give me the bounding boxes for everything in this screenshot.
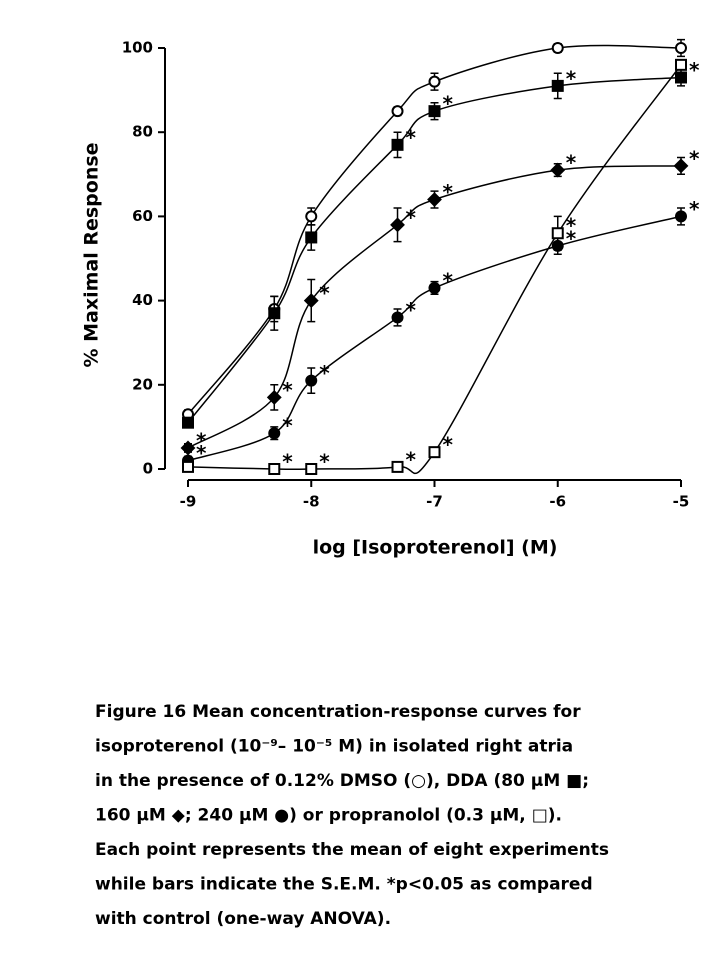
point [428,446,441,459]
point [390,217,405,233]
significance-mark: * [689,146,700,170]
y-tick-label: 60 [132,207,153,225]
point [182,416,194,429]
significance-mark: * [196,441,207,465]
significance-mark: * [406,298,417,322]
significance-mark: * [566,226,577,250]
significance-mark: * [196,428,207,452]
significance-mark: * [566,214,577,238]
y-axis-label: % Maximal Response [81,142,103,367]
significance-mark: * [443,433,454,457]
significance-mark: * [282,378,293,402]
significance-mark: * [406,447,417,471]
significance-mark: * [319,281,330,305]
point [391,460,404,473]
point [391,311,404,324]
point [673,158,689,174]
point [675,71,687,84]
significance-mark: * [689,197,700,221]
point [268,307,281,320]
point [551,79,564,92]
point [428,281,441,294]
point [391,105,404,118]
significance-mark: * [282,414,293,438]
significance-mark: * [319,361,330,385]
y-tick-label: 20 [132,375,153,393]
point [675,42,687,54]
significance-mark: * [319,450,330,474]
point [305,374,318,387]
y-tick-label: 100 [122,39,153,57]
point [675,58,687,71]
significance-mark: * [443,180,454,204]
y-tick-label: 0 [143,460,153,478]
point [428,75,441,88]
point [303,293,319,309]
point [550,162,566,178]
caption-line: Each point represents the mean of eight … [95,840,609,860]
x-tick-label: -7 [426,493,443,511]
y-tick-label: 40 [132,291,153,309]
point [305,210,318,223]
significance-mark: * [689,58,700,82]
point [266,390,282,405]
point [268,427,281,440]
significance-mark: * [282,450,293,474]
significance-mark: * [566,151,577,175]
caption-line: while bars indicate the S.E.M. *p<0.05 a… [95,875,593,895]
point [551,42,564,54]
x-tick-label: -6 [549,493,566,511]
caption-line: 160 µM ◆; 240 µM ●) or propranolol (0.3 … [95,806,562,826]
x-axis-label: log [Isoproterenol] (M) [313,537,558,559]
curve [187,44,682,415]
point [675,210,687,223]
point [551,227,564,240]
point [427,192,442,207]
x-tick-label: -8 [303,493,320,511]
point [391,138,404,151]
point [180,440,196,456]
significance-mark: * [406,205,417,229]
caption-line: with control (one-way ANOVA). [95,909,391,929]
significance-mark: * [566,66,577,90]
caption-line: Figure 16 Mean concentration-response cu… [95,702,581,722]
point [428,105,441,118]
caption-line: isoproterenol (10⁻⁹– 10⁻⁵ M) in isolated… [95,737,573,757]
significance-mark: * [443,268,454,292]
caption-line: in the presence of 0.12% DMSO (○), DDA (… [95,771,589,791]
point [268,463,281,475]
curve [187,64,682,475]
x-tick-label: -9 [180,493,197,511]
point [305,463,318,475]
curve [187,76,682,424]
curve [187,215,682,462]
point [305,231,318,244]
significance-mark: * [443,92,454,116]
significance-mark: * [406,125,417,149]
x-tick-label: -5 [673,493,690,511]
point [182,460,194,473]
y-tick-label: 80 [132,123,153,141]
